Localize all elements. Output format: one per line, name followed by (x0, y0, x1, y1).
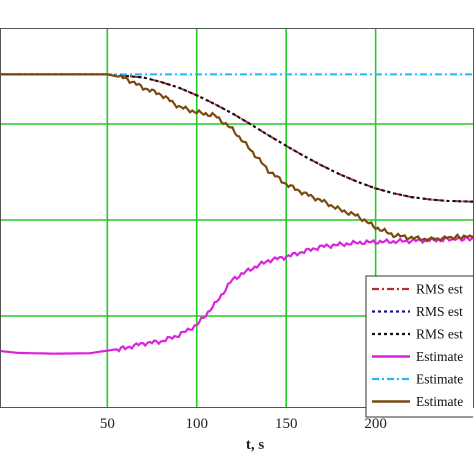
legend-label: RMS est (416, 282, 463, 297)
legend-label: RMS est (416, 327, 463, 342)
x-tick-label: 200 (364, 416, 387, 432)
legend: RMS est RMS est RMS est Estimate Estimate Est… (365, 275, 473, 418)
series-line-4 (0, 234, 474, 355)
x-tick-labels: 50 100 150 200 (100, 416, 387, 432)
legend-label: Estimate (416, 394, 463, 409)
series-lines (0, 73, 474, 355)
legend-label: Estimate (416, 372, 463, 387)
series-line-3 (0, 73, 474, 203)
legend-box (365, 275, 473, 418)
x-axis-label: t, s (246, 437, 264, 453)
legend-label: RMS est (416, 304, 463, 319)
x-tick-label: 50 (100, 416, 115, 432)
series-line-6 (0, 73, 474, 243)
x-tick-label: 150 (275, 416, 298, 432)
x-tick-label: 100 (186, 416, 209, 432)
legend-label: Estimate (416, 349, 463, 364)
